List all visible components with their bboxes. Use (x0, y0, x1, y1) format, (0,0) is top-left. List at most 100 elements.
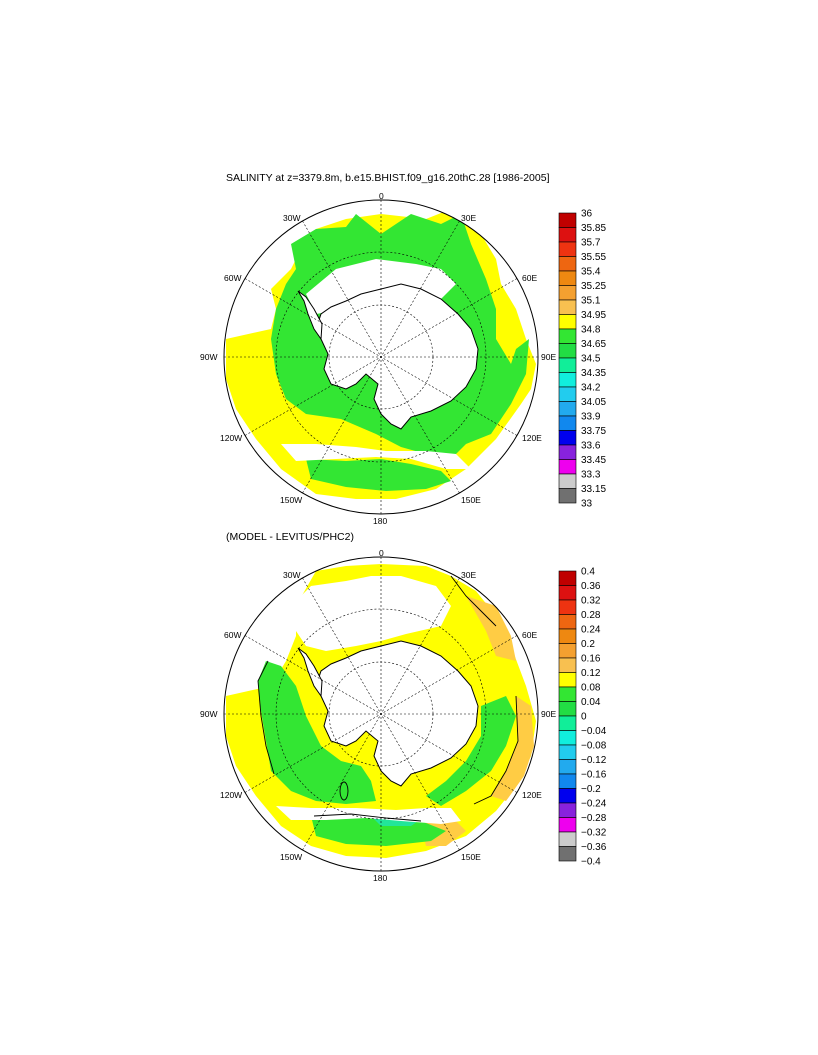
bottom-colorbar: 0.4 0.36 0.32 0.28 0.24 0.2 0.16 0.12 0.08 0.04 0 −… (558, 567, 607, 868)
bottom-colorbar-swatch (558, 759, 577, 775)
top-colorbar-swatch (558, 372, 577, 388)
label-lon-120e: 120E (522, 790, 542, 800)
bottom-panel-title: (MODEL - LEVITUS/PHC2) (226, 531, 354, 543)
label-lon-30w: 30W (283, 570, 300, 580)
top-colorbar-label: 34.35 (581, 368, 606, 379)
top-colorbar-swatch (558, 270, 577, 286)
bottom-colorbar-label: 0 (581, 712, 587, 723)
top-colorbar-label: 34.2 (581, 383, 601, 394)
bottom-colorbar-label: 0.12 (581, 668, 601, 679)
bottom-colorbar-swatch (558, 817, 577, 833)
bottom-colorbar-swatch (558, 730, 577, 746)
salinity-green-south-band (306, 459, 451, 491)
label-lon-150w: 150W (280, 852, 302, 862)
top-colorbar-swatch (558, 386, 577, 402)
interior-gap (306, 259, 456, 314)
label-lon-90w: 90W (200, 709, 217, 719)
bottom-colorbar-label: 0.24 (581, 625, 601, 636)
top-colorbar-label: 35.4 (581, 267, 601, 278)
top-colorbar-label: 34.05 (581, 397, 606, 408)
top-colorbar-swatch (558, 488, 577, 504)
top-colorbar-swatch (558, 299, 577, 315)
bottom-colorbar-label: 0.32 (581, 596, 601, 607)
label-lon-60w: 60W (224, 273, 241, 283)
top-colorbar-label: 34.5 (581, 354, 601, 365)
bottom-colorbar-label: 0.36 (581, 581, 601, 592)
top-colorbar-label: 33.45 (581, 455, 606, 466)
bottom-colorbar-label: 0.28 (581, 610, 601, 621)
top-colorbar-label: 33 (581, 499, 593, 510)
label-lon-150w: 150W (280, 495, 302, 505)
top-colorbar-label: 33.75 (581, 426, 606, 437)
antarctic-peninsula (297, 290, 323, 341)
label-lon-0: 0 (379, 548, 384, 558)
top-polar-map: 0 30E 60E 90E 120E 150E 180 150W 120W 90… (200, 191, 556, 526)
bottom-polar-map: 0 30E 60E 90E 120E 150E 180 150W 120W 90… (200, 548, 556, 883)
bottom-colorbar-swatch (558, 831, 577, 847)
contour-lines (257, 575, 519, 822)
bottom-colorbar-label: 0.08 (581, 683, 601, 694)
top-colorbar-swatch (558, 343, 577, 359)
top-colorbar-swatch (558, 415, 577, 431)
top-colorbar-label: 33.6 (581, 441, 601, 452)
label-lon-30e: 30E (461, 570, 476, 580)
bottom-colorbar-label: −0.08 (581, 741, 607, 752)
bottom-colorbar-label: −0.16 (581, 770, 607, 781)
top-colorbar-swatch (558, 256, 577, 272)
top-colorbar-label: 35.85 (581, 223, 606, 234)
top-colorbar-swatch (558, 401, 577, 417)
bottom-colorbar-swatch (558, 715, 577, 731)
bottom-colorbar-swatch (558, 701, 577, 717)
label-lon-90e: 90E (541, 352, 556, 362)
antarctic-peninsula (297, 647, 323, 698)
bottom-colorbar-swatch (558, 788, 577, 804)
top-colorbar-label: 35.55 (581, 252, 606, 263)
bottom-colorbar-swatch (558, 672, 577, 688)
label-lon-120e: 120E (522, 433, 542, 443)
bottom-colorbar-swatch (558, 585, 577, 601)
bottom-colorbar-swatch (558, 599, 577, 615)
bottom-colorbar-swatch (558, 657, 577, 673)
top-colorbar-swatch (558, 241, 577, 257)
bottom-colorbar-swatch (558, 744, 577, 760)
label-lon-30w: 30W (283, 213, 300, 223)
anomaly-green-east (426, 696, 516, 806)
label-lon-180: 180 (373, 873, 387, 883)
label-lon-180: 180 (373, 516, 387, 526)
bottom-colorbar-swatch (558, 570, 577, 586)
label-lon-60e: 60E (522, 630, 537, 640)
bottom-colorbar-label: −0.28 (581, 813, 607, 824)
bottom-colorbar-swatch (558, 846, 577, 862)
label-lon-120w: 120W (220, 433, 242, 443)
bottom-colorbar-label: −0.24 (581, 799, 607, 810)
top-colorbar-label: 35.7 (581, 238, 601, 249)
top-colorbar-label: 33.9 (581, 412, 601, 423)
top-panel-title: SALINITY at z=3379.8m, b.e15.BHIST.f09_g… (226, 172, 550, 184)
bottom-colorbar-swatch (558, 614, 577, 630)
label-lon-90w: 90W (200, 352, 217, 362)
anomaly-orange-east (491, 696, 534, 801)
label-lon-90e: 90E (541, 709, 556, 719)
bottom-colorbar-label: −0.04 (581, 726, 607, 737)
top-colorbar-label: 36 (581, 209, 593, 220)
label-lon-30e: 30E (461, 213, 476, 223)
label-lon-150e: 150E (461, 495, 481, 505)
bottom-colorbar-swatch (558, 628, 577, 644)
top-colorbar-label: 34.8 (581, 325, 601, 336)
top-colorbar-swatch (558, 473, 577, 489)
bottom-colorbar-label: −0.36 (581, 842, 607, 853)
bottom-colorbar-label: −0.2 (581, 784, 601, 795)
bottom-colorbar-swatch (558, 802, 577, 818)
bottom-colorbar-label: −0.32 (581, 828, 607, 839)
bottom-colorbar-swatch (558, 686, 577, 702)
top-colorbar-swatch (558, 212, 577, 228)
interior-gap-south (281, 444, 471, 469)
label-lon-60w: 60W (224, 630, 241, 640)
map-boundary (223, 199, 539, 515)
top-colorbar-label: 35.1 (581, 296, 601, 307)
label-lon-150e: 150E (461, 852, 481, 862)
bottom-colorbar-label: −0.12 (581, 755, 607, 766)
label-lon-120w: 120W (220, 790, 242, 800)
top-colorbar-swatch (558, 430, 577, 446)
bottom-colorbar-label: 0.2 (581, 639, 595, 650)
